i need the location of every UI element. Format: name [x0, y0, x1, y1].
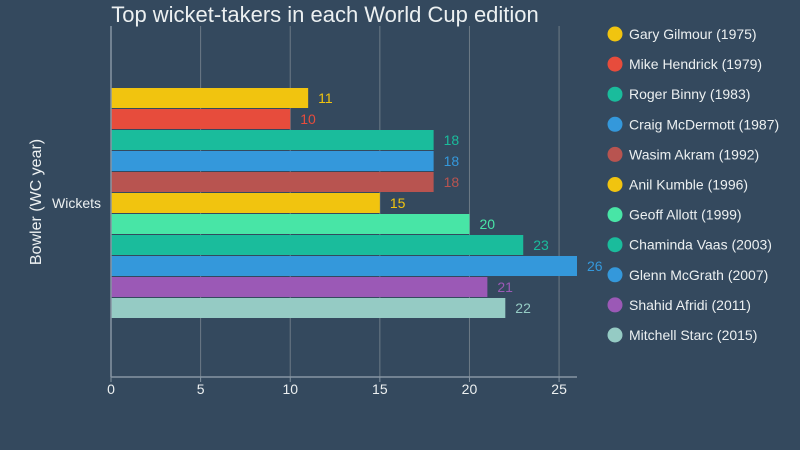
legend-entry: Mike Hendrick (1979) [629, 56, 762, 72]
legend-entry: Wasim Akram (1992) [629, 146, 759, 162]
bar [111, 172, 434, 192]
legend-marker [607, 146, 623, 162]
legend-marker [607, 116, 623, 132]
legend-marker [607, 297, 623, 313]
legend-entry: Geoff Allott (1999) [629, 207, 742, 223]
bar-value-label: 11 [318, 90, 333, 106]
x-tick-label: 20 [462, 381, 478, 397]
bar [111, 151, 434, 171]
chart-title: Top wicket-takers in each World Cup edit… [111, 2, 539, 27]
bar-value-label: 18 [444, 153, 460, 169]
bar [111, 256, 577, 276]
legend-entry: Gary Gilmour (1975) [629, 26, 757, 42]
x-tick-label: 5 [197, 381, 205, 397]
legend-marker [607, 327, 623, 343]
x-tick-label: 10 [282, 381, 298, 397]
legend-marker [607, 207, 623, 223]
bar-value-label: 18 [444, 174, 460, 190]
bar [111, 88, 309, 108]
bar-value-label: 20 [479, 216, 495, 232]
bar [111, 277, 488, 297]
legend-entry: Shahid Afridi (2011) [629, 297, 751, 313]
legend-entry: Anil Kumble (1996) [629, 177, 748, 193]
bar [111, 193, 380, 213]
x-tick-label: 25 [551, 381, 567, 397]
x-tick-label: 0 [107, 381, 115, 397]
legend-marker [607, 26, 623, 42]
bar [111, 298, 506, 318]
legend-marker [607, 267, 623, 283]
bar-value-label: 10 [300, 111, 316, 127]
legend-entry: Mitchell Starc (2015) [629, 327, 757, 343]
x-tick-label: 15 [372, 381, 388, 397]
legend-marker [607, 56, 623, 72]
bar-value-label: 23 [533, 237, 549, 253]
legend-entry: Chaminda Vaas (2003) [629, 237, 772, 253]
bar-value-label: 26 [587, 258, 603, 274]
bar-value-label: 22 [515, 300, 531, 316]
legend-entry: Glenn McGrath (2007) [629, 267, 768, 283]
bar [111, 235, 524, 255]
axes: 0 5 10 15 20 25 [107, 26, 577, 397]
bar [111, 109, 291, 129]
y-axis-label: Bowler (WC year) [28, 139, 45, 265]
legend-entry: Craig McDermott (1987) [629, 116, 779, 132]
bar [111, 130, 434, 150]
legend-marker [607, 237, 623, 253]
bar-value-label: 15 [390, 195, 406, 211]
category-label: Wickets [52, 195, 101, 211]
legend-marker [607, 177, 623, 192]
bar [111, 214, 470, 234]
bar-value-label: 18 [444, 132, 460, 148]
legend-marker [607, 86, 623, 102]
legend: Gary Gilmour (1975) Mike Hendrick (1979) R… [607, 26, 779, 343]
legend-entry: Roger Binny (1983) [629, 86, 750, 102]
bar-value-label: 21 [497, 279, 513, 295]
